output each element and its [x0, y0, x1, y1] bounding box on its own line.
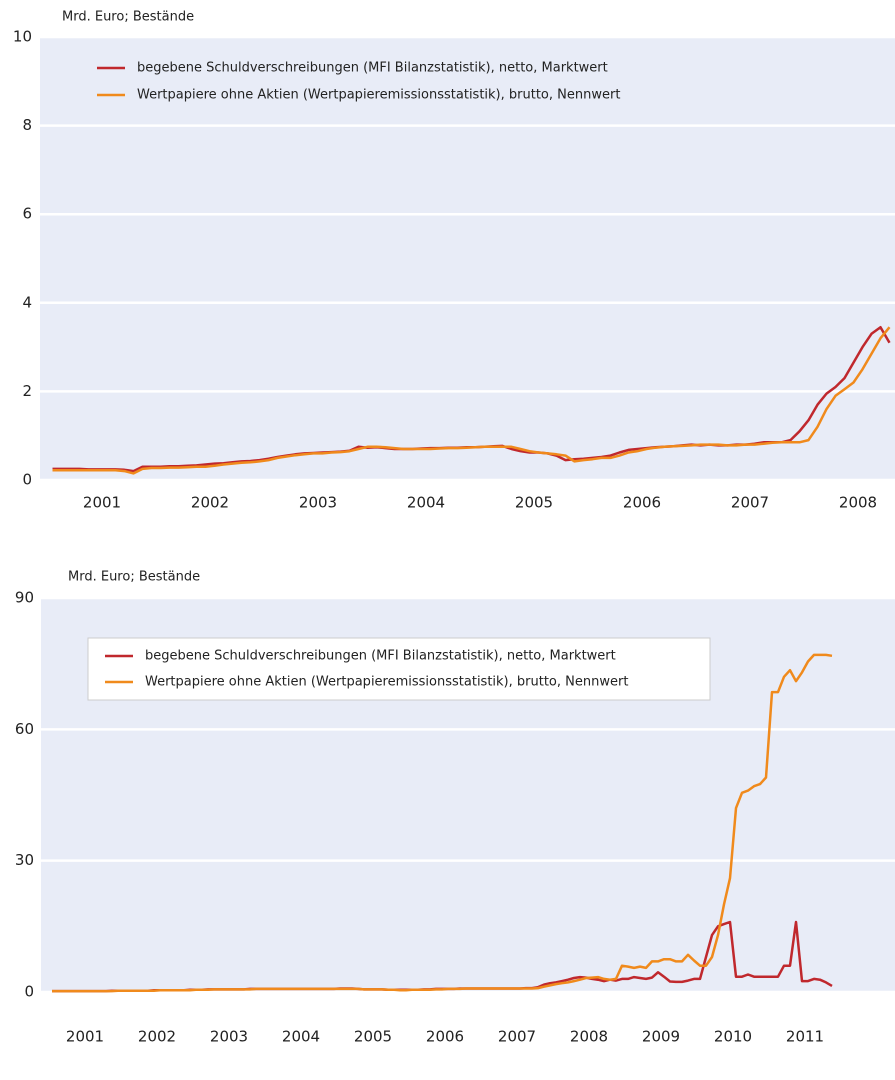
x-tick-label: 2006	[623, 494, 661, 512]
legend-label: begebene Schuldverschreibungen (MFI Bila…	[145, 649, 616, 664]
x-tick-label: 2004	[407, 494, 445, 512]
series-line	[52, 326, 891, 475]
x-tick-label: 2001	[66, 1028, 104, 1046]
y-tick-label: 10	[13, 28, 32, 46]
x-tick-label: 2005	[515, 494, 553, 512]
x-tick-label: 2003	[210, 1028, 248, 1046]
y-tick-label: 0	[24, 983, 34, 1001]
legend-box	[87, 637, 711, 701]
x-tick-label: 2007	[731, 494, 769, 512]
x-tick-label: 2007	[498, 1028, 536, 1046]
x-tick-label: 2004	[282, 1028, 320, 1046]
y-tick-label: 2	[22, 382, 32, 400]
legend-label: Wertpapiere ohne Aktien (Wertpapieremiss…	[145, 675, 628, 690]
legend-label: begebene Schuldverschreibungen (MFI Bila…	[137, 61, 608, 76]
y-axis-unit: Mrd. Euro; Bestände	[68, 570, 200, 585]
x-tick-label: 2009	[642, 1028, 680, 1046]
y-tick-label: 30	[15, 851, 34, 869]
x-tick-label: 2005	[354, 1028, 392, 1046]
x-tick-label: 2010	[714, 1028, 752, 1046]
x-tick-label: 2003	[299, 494, 337, 512]
x-tick-label: 2008	[570, 1028, 608, 1046]
y-tick-label: 0	[22, 471, 32, 489]
x-tick-label: 2002	[138, 1028, 176, 1046]
x-tick-label: 2001	[83, 494, 121, 512]
y-axis-unit: Mrd. Euro; Bestände	[62, 10, 194, 25]
series-line	[52, 653, 833, 993]
x-tick-label: 2008	[839, 494, 877, 512]
y-tick-label: 8	[22, 116, 32, 134]
plot-area	[40, 37, 895, 480]
y-tick-label: 4	[22, 293, 32, 311]
y-tick-label: 60	[15, 720, 34, 738]
y-tick-label: 90	[15, 589, 34, 607]
x-tick-label: 2002	[191, 494, 229, 512]
x-tick-label: 2006	[426, 1028, 464, 1046]
legend-label: Wertpapiere ohne Aktien (Wertpapieremiss…	[137, 88, 620, 103]
x-tick-label: 2011	[786, 1028, 824, 1046]
y-tick-label: 6	[22, 205, 32, 223]
